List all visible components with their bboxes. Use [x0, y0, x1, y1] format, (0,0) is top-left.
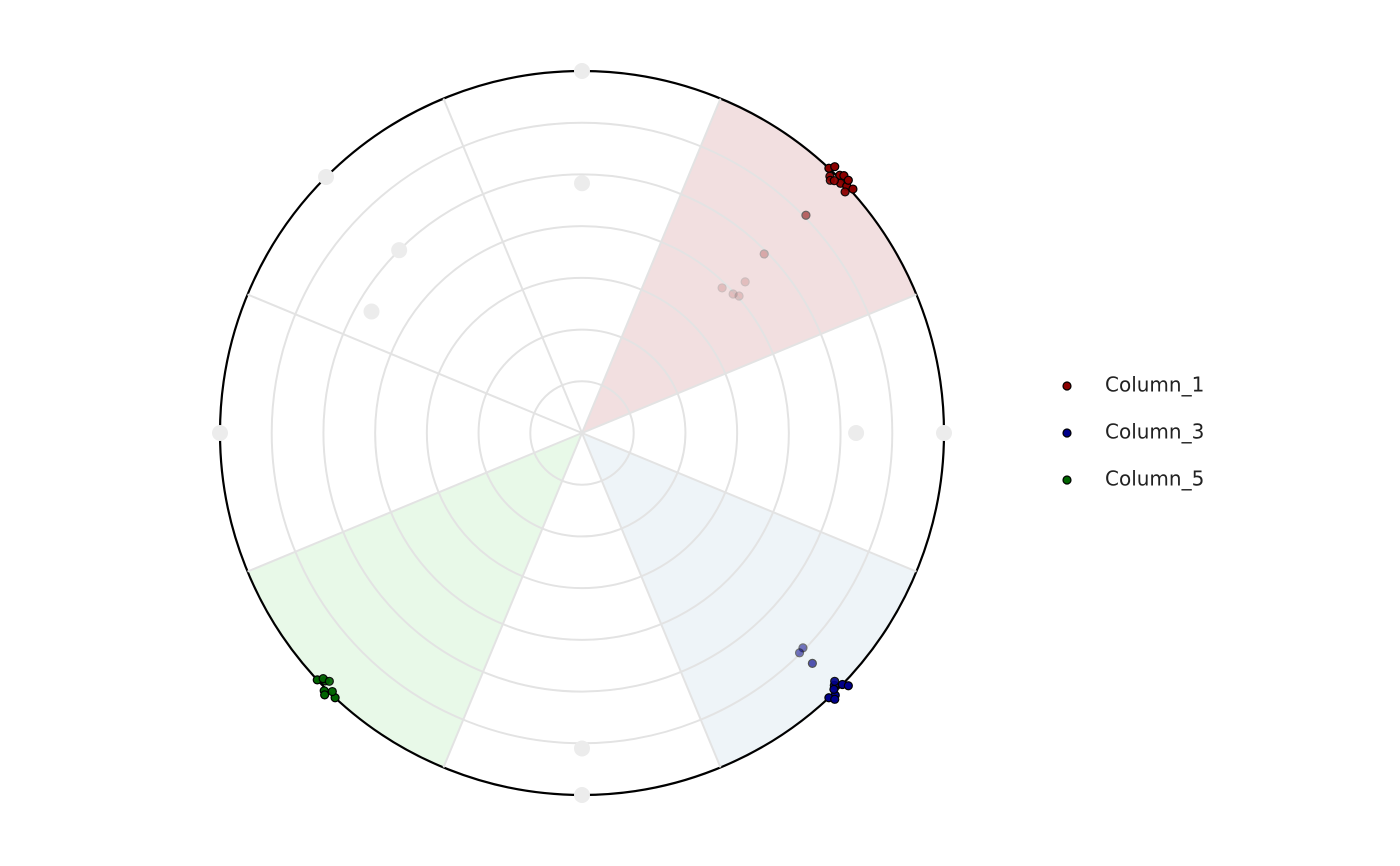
grid-ring — [425, 276, 739, 590]
data-point — [574, 175, 590, 192]
legend-label: Column_5 — [1105, 467, 1204, 491]
data-point — [848, 184, 858, 194]
data-point — [717, 283, 727, 293]
grid-ring — [374, 225, 790, 641]
data-point — [830, 676, 840, 686]
spoke — [581, 293, 917, 434]
legend-label: Column_3 — [1105, 420, 1204, 444]
data-point — [829, 176, 839, 186]
spoke — [442, 98, 583, 434]
data-point — [936, 425, 952, 441]
spoke — [581, 432, 722, 768]
legend-marker — [1062, 475, 1072, 485]
data-point — [801, 210, 811, 220]
data-point — [212, 425, 228, 441]
data-point — [318, 169, 335, 186]
sector — [247, 433, 582, 768]
data-point — [807, 658, 817, 668]
spoke — [581, 432, 917, 573]
legend-marker — [1062, 381, 1072, 391]
data-point — [829, 684, 839, 694]
spoke — [442, 432, 583, 768]
data-point — [840, 187, 850, 197]
spoke — [581, 98, 722, 434]
data-point — [574, 63, 590, 79]
data-point — [848, 425, 865, 441]
data-point — [740, 277, 750, 287]
data-point — [759, 249, 769, 259]
data-point — [320, 690, 330, 700]
data-point — [843, 681, 853, 691]
data-point — [830, 162, 840, 172]
grid-ring — [477, 328, 687, 538]
data-point — [734, 291, 744, 301]
data-point — [327, 686, 337, 697]
legend-marker — [1062, 428, 1072, 438]
data-point — [794, 648, 805, 658]
data-point — [728, 289, 738, 299]
data-point — [830, 694, 840, 704]
spoke — [247, 432, 583, 573]
data-point — [574, 787, 590, 803]
data-point — [363, 303, 380, 320]
grid-ring — [322, 173, 842, 693]
grid-ring — [529, 380, 635, 486]
data-point — [843, 175, 853, 185]
data-point — [391, 242, 408, 259]
spoke — [247, 293, 583, 434]
data-point — [324, 676, 334, 686]
sector — [582, 98, 917, 434]
legend-label: Column_1 — [1105, 373, 1204, 397]
sector — [582, 433, 917, 768]
data-point — [574, 740, 590, 757]
